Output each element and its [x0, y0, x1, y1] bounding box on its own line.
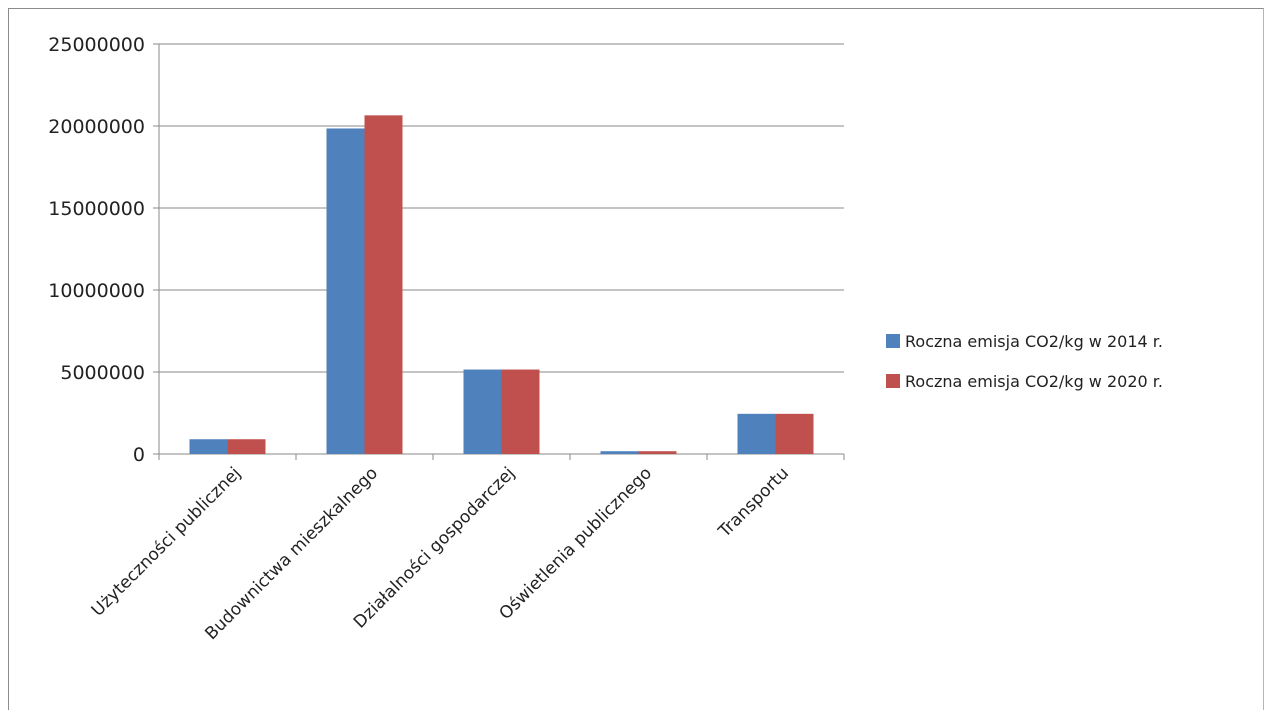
bar-series-2020	[364, 115, 403, 454]
bar-chart: 0 5000000 10000000 15000000 20000000 25000000…	[48, 34, 1163, 644]
x-category-label: Działalności gospodarczej	[350, 463, 519, 632]
bar-series-2014	[737, 413, 776, 454]
bar-series-2020	[227, 439, 266, 454]
bar-series-2020	[501, 369, 540, 454]
y-tick-label: 0	[133, 444, 145, 466]
y-tick-label: 15000000	[48, 198, 145, 220]
y-axis-ticks: 0 5000000 10000000 15000000 20000000 25000000	[48, 34, 159, 466]
x-category-label: Użyteczności publicznej	[88, 463, 245, 620]
x-category-label: Transportu	[714, 463, 793, 542]
legend: Roczna emisja CO2/kg w 2014 r. Roczna emi…	[886, 332, 1163, 391]
bar-series-2020	[638, 451, 677, 454]
y-tick-label: 10000000	[48, 280, 145, 302]
legend-label: Roczna emisja CO2/kg w 2020 r.	[905, 372, 1163, 391]
legend-swatch	[886, 374, 900, 388]
x-category-label: Oświetlenia publicznego	[496, 463, 657, 624]
gridlines	[159, 43, 844, 373]
chart-frame: 0 5000000 10000000 15000000 20000000 25000000…	[8, 8, 1264, 710]
y-tick-label: 5000000	[60, 362, 145, 384]
bar-series-2014	[463, 369, 502, 454]
y-tick-label: 20000000	[48, 116, 145, 138]
legend-label: Roczna emisja CO2/kg w 2014 r.	[905, 332, 1163, 351]
bar-series-2014	[600, 451, 639, 454]
bar-series-2014	[326, 128, 365, 454]
bars	[189, 115, 814, 454]
y-tick-label: 25000000	[48, 34, 145, 56]
legend-item: Roczna emisja CO2/kg w 2014 r.	[886, 332, 1163, 351]
legend-swatch	[886, 334, 900, 348]
bar-series-2020	[775, 413, 814, 454]
bar-series-2014	[189, 439, 228, 454]
legend-item: Roczna emisja CO2/kg w 2020 r.	[886, 372, 1163, 391]
